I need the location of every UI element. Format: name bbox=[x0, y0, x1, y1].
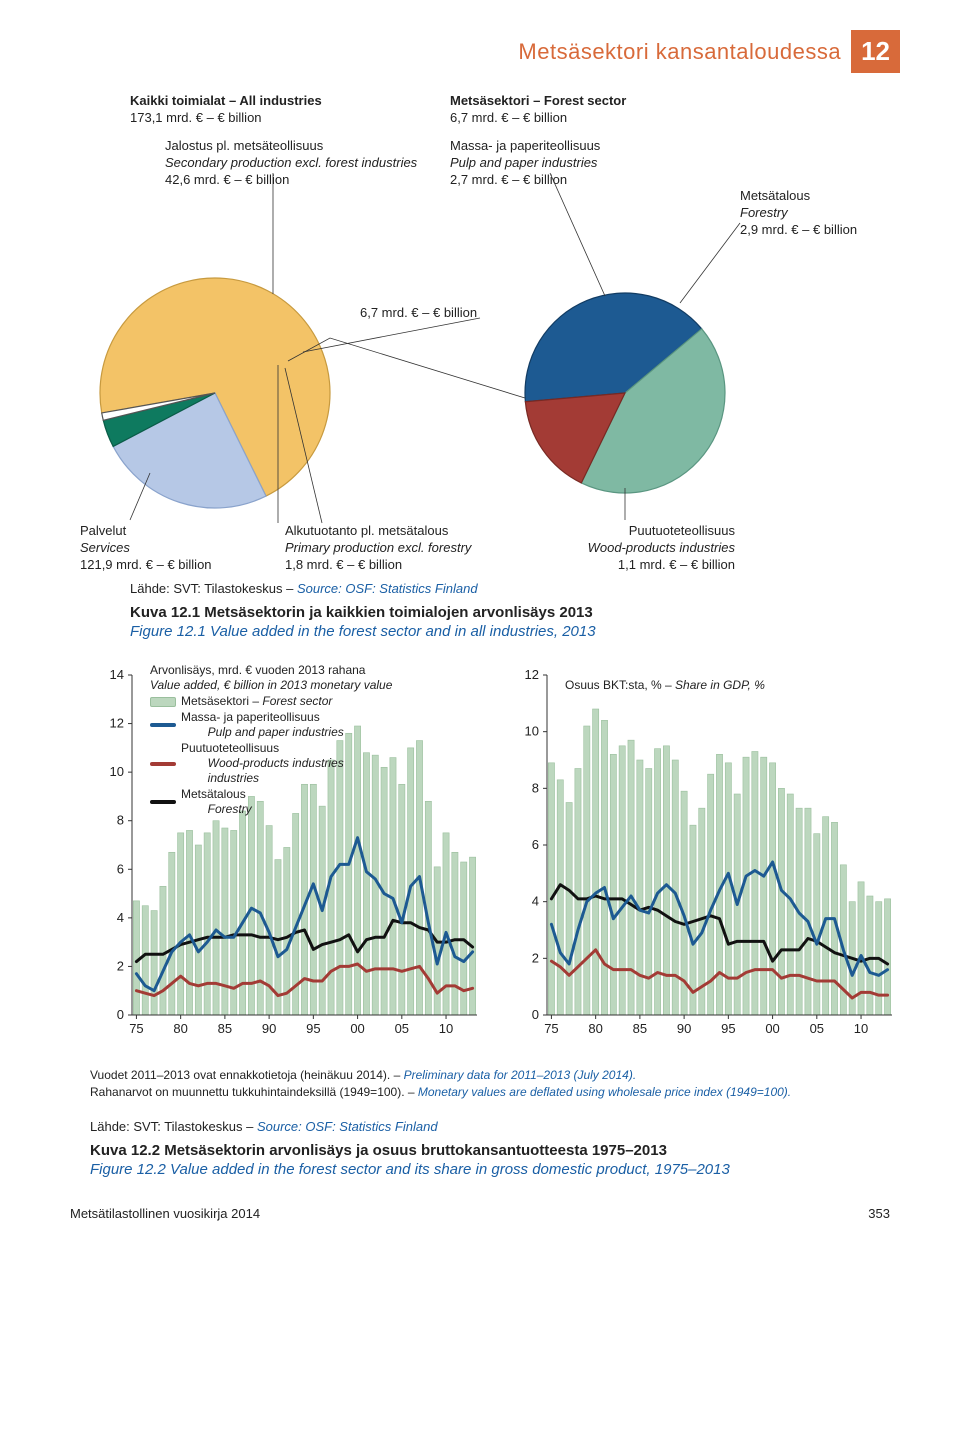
svg-text:10: 10 bbox=[110, 764, 124, 779]
fig2-source: Lähde: SVT: Tilastokeskus – Source: OSF:… bbox=[90, 1119, 900, 1134]
svg-text:85: 85 bbox=[633, 1021, 647, 1036]
footer-left: Metsätilastollinen vuosikirja 2014 bbox=[70, 1206, 260, 1221]
svg-text:12: 12 bbox=[110, 716, 124, 731]
svg-text:0: 0 bbox=[532, 1007, 539, 1022]
svg-text:12: 12 bbox=[525, 667, 539, 682]
svg-text:00: 00 bbox=[765, 1021, 779, 1036]
svg-text:95: 95 bbox=[721, 1021, 735, 1036]
svg-text:05: 05 bbox=[395, 1021, 409, 1036]
svg-text:8: 8 bbox=[117, 813, 124, 828]
chapter-badge: 12 bbox=[851, 30, 900, 73]
svg-text:0: 0 bbox=[117, 1007, 124, 1022]
timeseries-row: 024681012147580859095000510 Arvonlisäys,… bbox=[90, 660, 900, 1045]
svg-text:80: 80 bbox=[173, 1021, 187, 1036]
chart-right-svg: 0 2 4 6 8 10 12 75 80 85 90 95 00 05 10 bbox=[505, 660, 900, 1040]
svg-text:2: 2 bbox=[117, 958, 124, 973]
page-header: Metsäsektori kansantaloudessa 12 bbox=[60, 30, 900, 73]
fig1-title-fi: Kuva 12.1 Metsäsektorin ja kaikkien toim… bbox=[130, 604, 900, 621]
label-secondary: Jalostus pl. metsäteollisuus Secondary p… bbox=[165, 138, 417, 189]
svg-text:75: 75 bbox=[129, 1021, 143, 1036]
fig2-title-fi: Kuva 12.2 Metsäsektorin arvonlisäys ja o… bbox=[90, 1142, 900, 1159]
svg-text:90: 90 bbox=[677, 1021, 691, 1036]
label-forestry: Metsätalous Forestry 2,9 mrd. € – € bill… bbox=[740, 188, 857, 239]
footer-right: 353 bbox=[868, 1206, 890, 1221]
svg-text:2: 2 bbox=[532, 950, 539, 965]
fig1-title-en: Figure 12.1 Value added in the forest se… bbox=[130, 623, 900, 640]
page-footer: Metsätilastollinen vuosikirja 2014 353 bbox=[60, 1206, 900, 1221]
label-forest-slice: 6,7 mrd. € – € billion bbox=[360, 305, 477, 322]
pie-charts-area: Kaikki toimialat – All industries 173,1 … bbox=[60, 93, 900, 563]
chart-left-box: 0 2 4 6 8 10 12 14 75 80 85 90 95 00 05 10 Arvonlisäys,… bbox=[90, 660, 485, 1045]
svg-text:8: 8 bbox=[532, 780, 539, 795]
svg-text:10: 10 bbox=[854, 1021, 868, 1036]
label-services: Palvelut Services 121,9 mrd. € – € billi… bbox=[80, 523, 212, 574]
svg-text:10: 10 bbox=[439, 1021, 453, 1036]
label-pulp: Massa- ja paperiteollisuus Pulp and pape… bbox=[450, 138, 600, 189]
svg-text:05: 05 bbox=[810, 1021, 824, 1036]
fig2-footnotes: Vuodet 2011–2013 ovat ennakkotietoja (he… bbox=[90, 1067, 900, 1101]
legend-right: Osuus BKT:sta, % – Share in GDP, % bbox=[565, 678, 765, 693]
svg-text:6: 6 bbox=[117, 861, 124, 876]
svg-text:00: 00 bbox=[350, 1021, 364, 1036]
svg-text:90: 90 bbox=[262, 1021, 276, 1036]
fig2-title-en: Figure 12.2 Value added in the forest se… bbox=[90, 1161, 900, 1178]
fig1-source: Lähde: SVT: Tilastokeskus – Source: OSF:… bbox=[130, 581, 900, 596]
header-title: Metsäsektori kansantaloudessa bbox=[518, 39, 841, 65]
chart-right-box: 0 2 4 6 8 10 12 75 80 85 90 95 00 05 10 Osuus BKT:sta,… bbox=[505, 660, 900, 1045]
svg-text:85: 85 bbox=[218, 1021, 232, 1036]
label-wood: Puutuoteteollisuus Wood-products industr… bbox=[535, 523, 735, 574]
svg-text:6: 6 bbox=[532, 837, 539, 852]
svg-text:95: 95 bbox=[306, 1021, 320, 1036]
svg-text:80: 80 bbox=[588, 1021, 602, 1036]
legend-left: Arvonlisäys, mrd. € vuoden 2013 rahana V… bbox=[150, 663, 460, 818]
svg-text:4: 4 bbox=[117, 910, 124, 925]
svg-text:4: 4 bbox=[532, 894, 539, 909]
pie2-title: Metsäsektori – Forest sector 6,7 mrd. € … bbox=[450, 93, 626, 127]
svg-text:10: 10 bbox=[525, 724, 539, 739]
svg-text:75: 75 bbox=[544, 1021, 558, 1036]
label-primary: Alkutuotanto pl. metsätalous Primary pro… bbox=[285, 523, 471, 574]
svg-text:14: 14 bbox=[110, 667, 124, 682]
pie1-title: Kaikki toimialat – All industries 173,1 … bbox=[130, 93, 322, 127]
